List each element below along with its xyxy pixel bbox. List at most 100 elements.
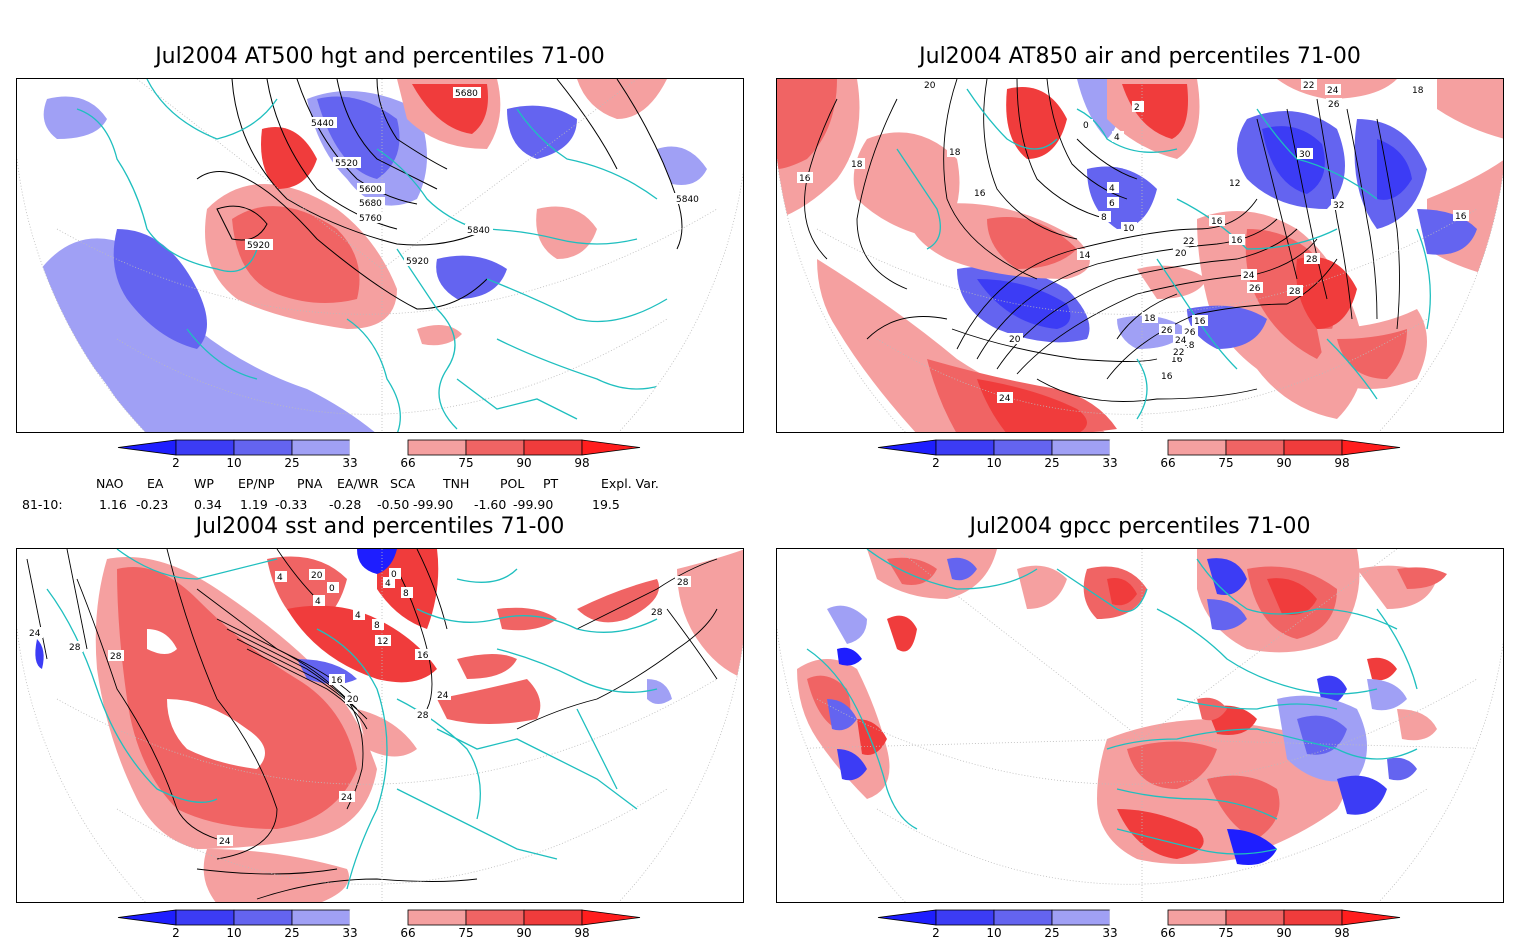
svg-text:32: 32 [1333,201,1344,211]
contour-label: 16 [1169,353,1185,365]
index-value: -0.28 [329,497,362,512]
svg-text:18: 18 [851,160,863,170]
svg-text:20: 20 [924,81,936,91]
contour-label: 5680 [453,87,481,99]
colorbar-tick-label: 75 [1218,456,1233,470]
colorbar-tick-label: 90 [1276,456,1291,470]
index-value: -1.60 [474,497,507,512]
colorbar-arrow-high [581,439,641,456]
index-header: EP/NP [238,476,275,491]
contour-label: 24 [435,689,451,701]
svg-text:8: 8 [374,621,380,631]
colorbar-tick-label: 2 [932,926,940,940]
svg-text:22: 22 [1183,237,1194,247]
svg-text:16: 16 [1455,212,1467,222]
index-header: PNA [297,476,323,491]
colorbar-sst: 2 10 25 33 66 75 90 98 [110,908,650,942]
index-header: Expl. Var. [601,476,659,491]
contour-label: 0 [1081,119,1093,131]
contour-label: 22 [1171,346,1187,358]
colorbar-segment [175,439,235,456]
colorbar-segment [407,439,467,456]
svg-text:4: 4 [1109,184,1115,194]
svg-text:4: 4 [277,573,283,583]
colorbar-segment [291,909,351,926]
colorbar-segment [1167,909,1227,926]
colorbar-tick-label: 66 [1160,926,1175,940]
svg-text:28: 28 [1183,341,1195,351]
contour-label: 4 [383,577,395,589]
colorbar-arrow-low [117,909,177,926]
contour-label: 28 [1287,285,1303,297]
svg-text:20: 20 [1009,335,1021,345]
svg-text:26: 26 [1161,326,1173,336]
contour-label: 20 [309,569,325,581]
contour-label: 5840 [674,193,702,205]
svg-text:24: 24 [219,837,231,847]
contour-label: 5520 [333,157,361,169]
svg-text:5680: 5680 [455,89,478,99]
svg-text:26: 26 [1328,100,1340,110]
colorbar-segment [1283,439,1343,456]
panel-title-air: Jul2004 AT850 air and percentiles 71-00 [919,44,1361,69]
colorbar-segment [349,909,409,926]
colorbar-arrow-high [581,909,641,926]
svg-text:16: 16 [1194,317,1206,327]
svg-text:30: 30 [1299,150,1311,160]
colorbar-segment [1109,439,1169,456]
svg-text:24: 24 [999,394,1011,404]
index-value: 1.16 [99,497,127,512]
svg-text:5920: 5920 [247,241,270,251]
contour-label: 28 [675,576,691,588]
svg-text:16: 16 [417,651,429,661]
colorbar-segment [523,909,583,926]
colorbar-segment [233,909,293,926]
svg-text:20: 20 [1175,249,1187,259]
contour-label: 26 [1182,326,1198,338]
colorbar-arrow-low [877,909,937,926]
contour-label: 0 [327,582,339,594]
index-value: -0.50 [377,497,410,512]
index-header: PT [543,476,559,491]
contour-label: 5680 [357,197,385,209]
svg-text:4: 4 [1114,133,1120,143]
contour-label: 8 [401,587,413,599]
contour-label: 24 [217,835,233,847]
colorbar-segment [1225,909,1285,926]
colorbar-tick-label: 25 [1044,926,1059,940]
contour-label: 24 [1173,334,1189,346]
svg-text:26: 26 [1184,328,1196,338]
colorbar-segment [523,439,583,456]
contour-label: 26 [1247,282,1263,294]
svg-text:5520: 5520 [335,159,358,169]
contour-label: 28 [108,650,124,662]
colorbar-tick-label: 75 [458,456,473,470]
contour-label: 5920 [245,239,273,251]
map-panel-air: 20 18 16 18 16 14 16 16 12 10 8 6 4 4 2 … [776,78,1504,433]
colorbar-hgt: 2 10 25 33 66 75 90 98 [110,438,650,472]
panel-title-sst: Jul2004 sst and percentiles 71-00 [195,514,565,539]
colorbar-tick-label: 75 [458,926,473,940]
svg-text:4: 4 [385,579,391,589]
contour-label: 28 [649,606,665,618]
contour-label: 14 [1077,249,1093,261]
index-header: TNH [443,476,470,491]
svg-text:2: 2 [1134,103,1140,113]
colorbar-segment [407,909,467,926]
contour-label: 0 [389,568,401,580]
svg-text:24: 24 [1175,336,1187,346]
colorbar-tick-label: 2 [172,456,180,470]
svg-text:20: 20 [311,571,323,581]
svg-text:5840: 5840 [676,195,699,205]
colorbar-tick-label: 10 [226,926,241,940]
contour-label: 5440 [309,117,337,129]
colorbar-segment [349,439,409,456]
colorbar-tick-label: 10 [986,456,1001,470]
svg-text:0: 0 [391,570,397,580]
contour-label: 20 [345,693,361,705]
svg-text:4: 4 [355,611,361,621]
contour-label: 16 [1192,315,1208,327]
contour-label: 22 [1181,235,1197,247]
colorbar-tick-label: 75 [1218,926,1233,940]
contour-label: 16 [1209,215,1225,227]
